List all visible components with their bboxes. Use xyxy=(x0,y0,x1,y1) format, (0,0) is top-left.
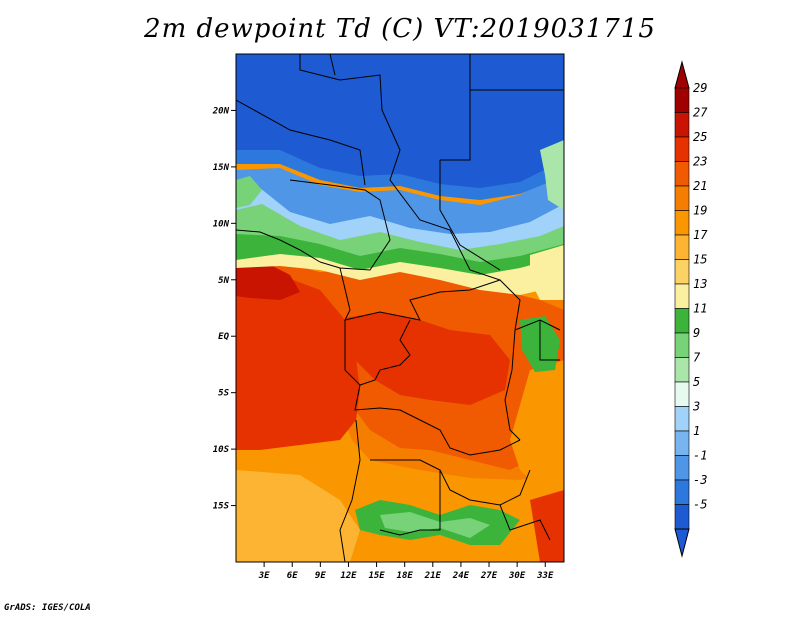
lat-tick-label: 10S xyxy=(213,445,230,455)
colorbar-segment xyxy=(674,161,690,187)
colorbar-label: 1 xyxy=(693,424,700,438)
colorbar-label: 15 xyxy=(693,253,707,267)
colorbar-segment xyxy=(674,430,690,456)
colorbar-label: 19 xyxy=(693,204,707,218)
field-south-lightgreen xyxy=(380,512,490,538)
colorbar-label: 7 xyxy=(693,351,701,365)
colorbar-label: 13 xyxy=(693,277,707,291)
lon-tick-label: 18E xyxy=(397,571,414,581)
field-east-orange xyxy=(510,360,564,490)
colorbar-bottom-arrow xyxy=(674,528,690,558)
colorbar-segment xyxy=(674,357,690,383)
latitude-axis: 20N 15N 10N 5N EQ 5S 10S 15S xyxy=(212,106,236,512)
field-25-band xyxy=(236,270,360,450)
colorbar-segment xyxy=(674,259,690,285)
lat-tick-label: 5S xyxy=(218,389,229,399)
longitude-axis: 3E 6E 9E 12E 15E 18E 21E 24E 27E 30E 33E xyxy=(258,562,554,581)
dewpoint-field xyxy=(236,54,564,562)
field-ne-green xyxy=(540,140,564,210)
field-south-19 xyxy=(236,470,360,562)
field-congo-25 xyxy=(345,312,510,405)
map-frame xyxy=(235,53,565,563)
lon-tick-label: 24E xyxy=(452,571,470,581)
colorbar-label: 5 xyxy=(693,375,700,389)
lat-tick-label: 20N xyxy=(212,106,230,116)
country-borders xyxy=(236,54,564,562)
colorbar-top-arrow xyxy=(674,60,690,89)
colorbar-segment xyxy=(674,283,690,309)
colorbar-segment xyxy=(674,504,690,530)
lat-tick-label: EQ xyxy=(218,332,229,342)
colorbar-segment xyxy=(674,381,690,407)
colorbar-segment xyxy=(674,234,690,260)
lon-tick-label: 6E xyxy=(287,571,298,581)
colorbar-segment xyxy=(674,479,690,505)
lon-tick-label: 30E xyxy=(508,571,526,581)
grads-credit: GrADS: IGES/COLA xyxy=(4,603,91,613)
lon-tick-label: 3E xyxy=(258,571,270,581)
colorbar-label: -1 xyxy=(693,449,707,463)
lon-tick-label: 27E xyxy=(480,571,498,581)
field-east-yellow xyxy=(530,245,564,300)
colorbar-label: 11 xyxy=(693,302,707,316)
colorbar-segment xyxy=(674,136,690,162)
colorbar-segment xyxy=(674,406,690,432)
colorbar-label: 27 xyxy=(693,106,708,120)
lon-tick-label: 21E xyxy=(424,571,442,581)
colorbar-segment xyxy=(674,87,690,113)
field-sahel-yellow xyxy=(236,248,564,295)
field-sahel-paleblue xyxy=(236,185,564,250)
colorbar-label: 25 xyxy=(693,130,707,144)
colorbar-segment xyxy=(674,332,690,358)
colorbar-segment xyxy=(674,112,690,138)
lon-tick-label: 9E xyxy=(315,571,326,581)
lat-tick-label: 10N xyxy=(213,219,230,229)
field-sahara-mid xyxy=(236,150,564,200)
lat-tick-label: 15S xyxy=(213,502,230,512)
colorbar-segment xyxy=(674,210,690,236)
field-sahel-blue xyxy=(236,168,564,234)
lon-tick-label: 33E xyxy=(536,571,554,581)
colorbar-segment xyxy=(674,308,690,334)
colorbar-label: -3 xyxy=(693,473,707,487)
lat-tick-label: 15N xyxy=(213,163,230,173)
field-27-core xyxy=(236,262,300,300)
field-southeast-red xyxy=(530,490,564,562)
lon-tick-label: 15E xyxy=(368,571,385,581)
colorbar-segment xyxy=(674,455,690,481)
colorbar-label: 9 xyxy=(693,326,700,340)
colorbar-label: 21 xyxy=(693,179,707,193)
map-title: 2m dewpoint Td (C) VT:2019031715 xyxy=(144,14,656,44)
lat-tick-label: 5N xyxy=(218,276,229,286)
colorbar-label: -5 xyxy=(693,498,707,512)
colorbar-label: 23 xyxy=(693,155,707,169)
colorbar-label: 3 xyxy=(692,400,700,414)
colorbar-label: 29 xyxy=(693,81,707,95)
colorbar: 29 27 25 23 21 19 17 15 13 11 9 7 5 3 1 -1 -3 -5 xyxy=(674,60,708,558)
field-nw-green xyxy=(236,176,262,208)
lon-tick-label: 12E xyxy=(340,571,357,581)
colorbar-segment xyxy=(674,185,690,211)
colorbar-label: 17 xyxy=(693,228,708,242)
